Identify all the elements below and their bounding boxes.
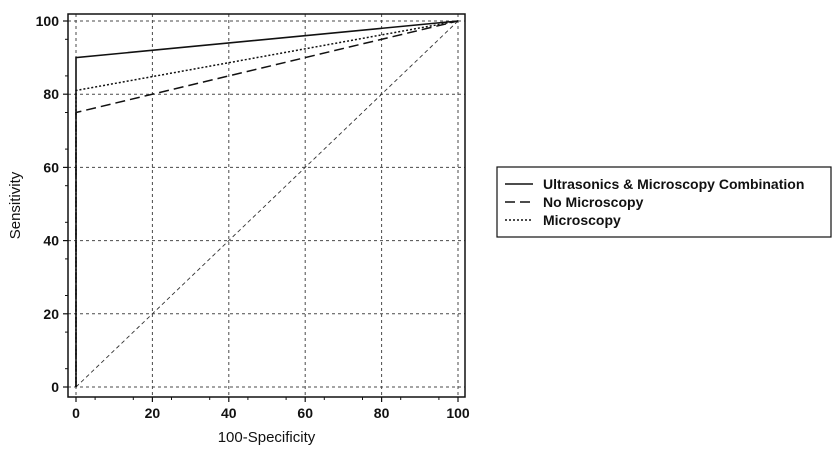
y-tick-label-0: 0	[51, 379, 59, 395]
x-tick-label-60: 60	[297, 405, 313, 421]
legend-label-ultrasonics-microscopy: Ultrasonics & Microscopy Combination	[543, 176, 804, 192]
series-line-1	[75, 20, 459, 387]
x-tick-label-80: 80	[374, 405, 390, 421]
y-tick-label-100: 100	[36, 13, 60, 29]
legend-box	[496, 166, 832, 238]
reference-line-layer	[75, 20, 459, 388]
series-line-2	[75, 20, 459, 387]
axes: 0 20 40 60 80 100 0 20 40 60 80 100	[36, 13, 470, 421]
legend: Ultrasonics & Microscopy Combination No …	[496, 166, 832, 238]
y-tick-label-80: 80	[43, 86, 59, 102]
series-layer	[75, 20, 459, 387]
grid	[68, 14, 465, 397]
x-tick-label-40: 40	[221, 405, 237, 421]
x-axis-title: 100-Specificity	[218, 429, 316, 446]
plot-frame	[67, 13, 466, 398]
reference-diagonal-line	[75, 20, 459, 388]
x-tick-label-100: 100	[446, 405, 470, 421]
y-axis-title: Sensitivity	[7, 171, 24, 239]
y-tick-label-60: 60	[43, 159, 59, 175]
y-tick-label-40: 40	[43, 233, 59, 249]
x-tick-label-0: 0	[72, 405, 80, 421]
x-tick-label-20: 20	[145, 405, 161, 421]
legend-label-microscopy: Microscopy	[543, 212, 621, 228]
legend-label-no-microscopy: No Microscopy	[543, 194, 644, 210]
y-tick-label-20: 20	[43, 306, 59, 322]
